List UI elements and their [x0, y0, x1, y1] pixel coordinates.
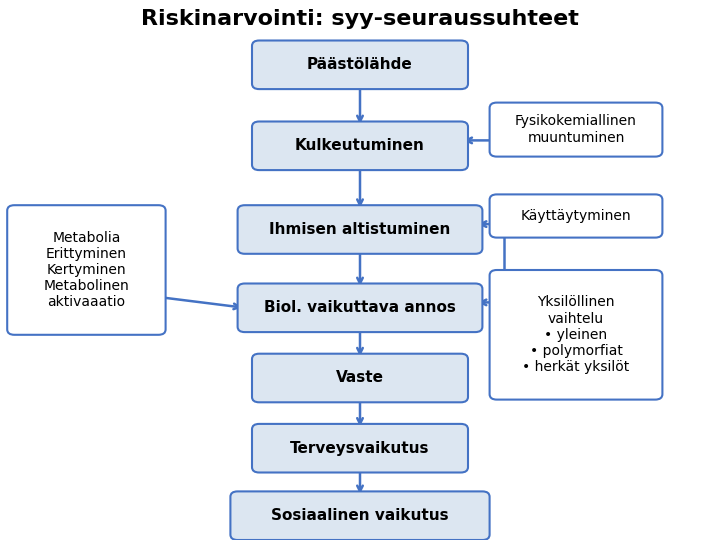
FancyBboxPatch shape: [230, 491, 490, 540]
FancyBboxPatch shape: [490, 194, 662, 238]
Text: Fysikokemiallinen
muuntuminen: Fysikokemiallinen muuntuminen: [515, 114, 637, 145]
FancyBboxPatch shape: [7, 205, 166, 335]
FancyBboxPatch shape: [252, 354, 468, 402]
Text: Ihmisen altistuminen: Ihmisen altistuminen: [269, 222, 451, 237]
FancyBboxPatch shape: [252, 40, 468, 89]
FancyBboxPatch shape: [252, 424, 468, 472]
Text: Yksilöllinen
vaihtelu
• yleinen
• polymorfiat
• herkät yksilöt: Yksilöllinen vaihtelu • yleinen • polymo…: [523, 295, 629, 374]
Text: Kulkeutuminen: Kulkeutuminen: [295, 138, 425, 153]
FancyBboxPatch shape: [490, 270, 662, 400]
FancyBboxPatch shape: [238, 284, 482, 332]
FancyBboxPatch shape: [490, 103, 662, 157]
FancyBboxPatch shape: [252, 122, 468, 170]
Text: Terveysvaikutus: Terveysvaikutus: [290, 441, 430, 456]
Text: Käyttäytyminen: Käyttäytyminen: [521, 209, 631, 223]
FancyBboxPatch shape: [238, 205, 482, 254]
Text: Metabolia
Erittyminen
Kertyminen
Metabolinen
aktivaaatio: Metabolia Erittyminen Kertyminen Metabol…: [43, 231, 130, 309]
Text: Päästölähde: Päästölähde: [307, 57, 413, 72]
Text: Sosiaalinen vaikutus: Sosiaalinen vaikutus: [271, 508, 449, 523]
Text: Vaste: Vaste: [336, 370, 384, 386]
Text: Biol. vaikuttava annos: Biol. vaikuttava annos: [264, 300, 456, 315]
Text: Riskinarvointi: syy-seuraussuhteet: Riskinarvointi: syy-seuraussuhteet: [141, 9, 579, 29]
